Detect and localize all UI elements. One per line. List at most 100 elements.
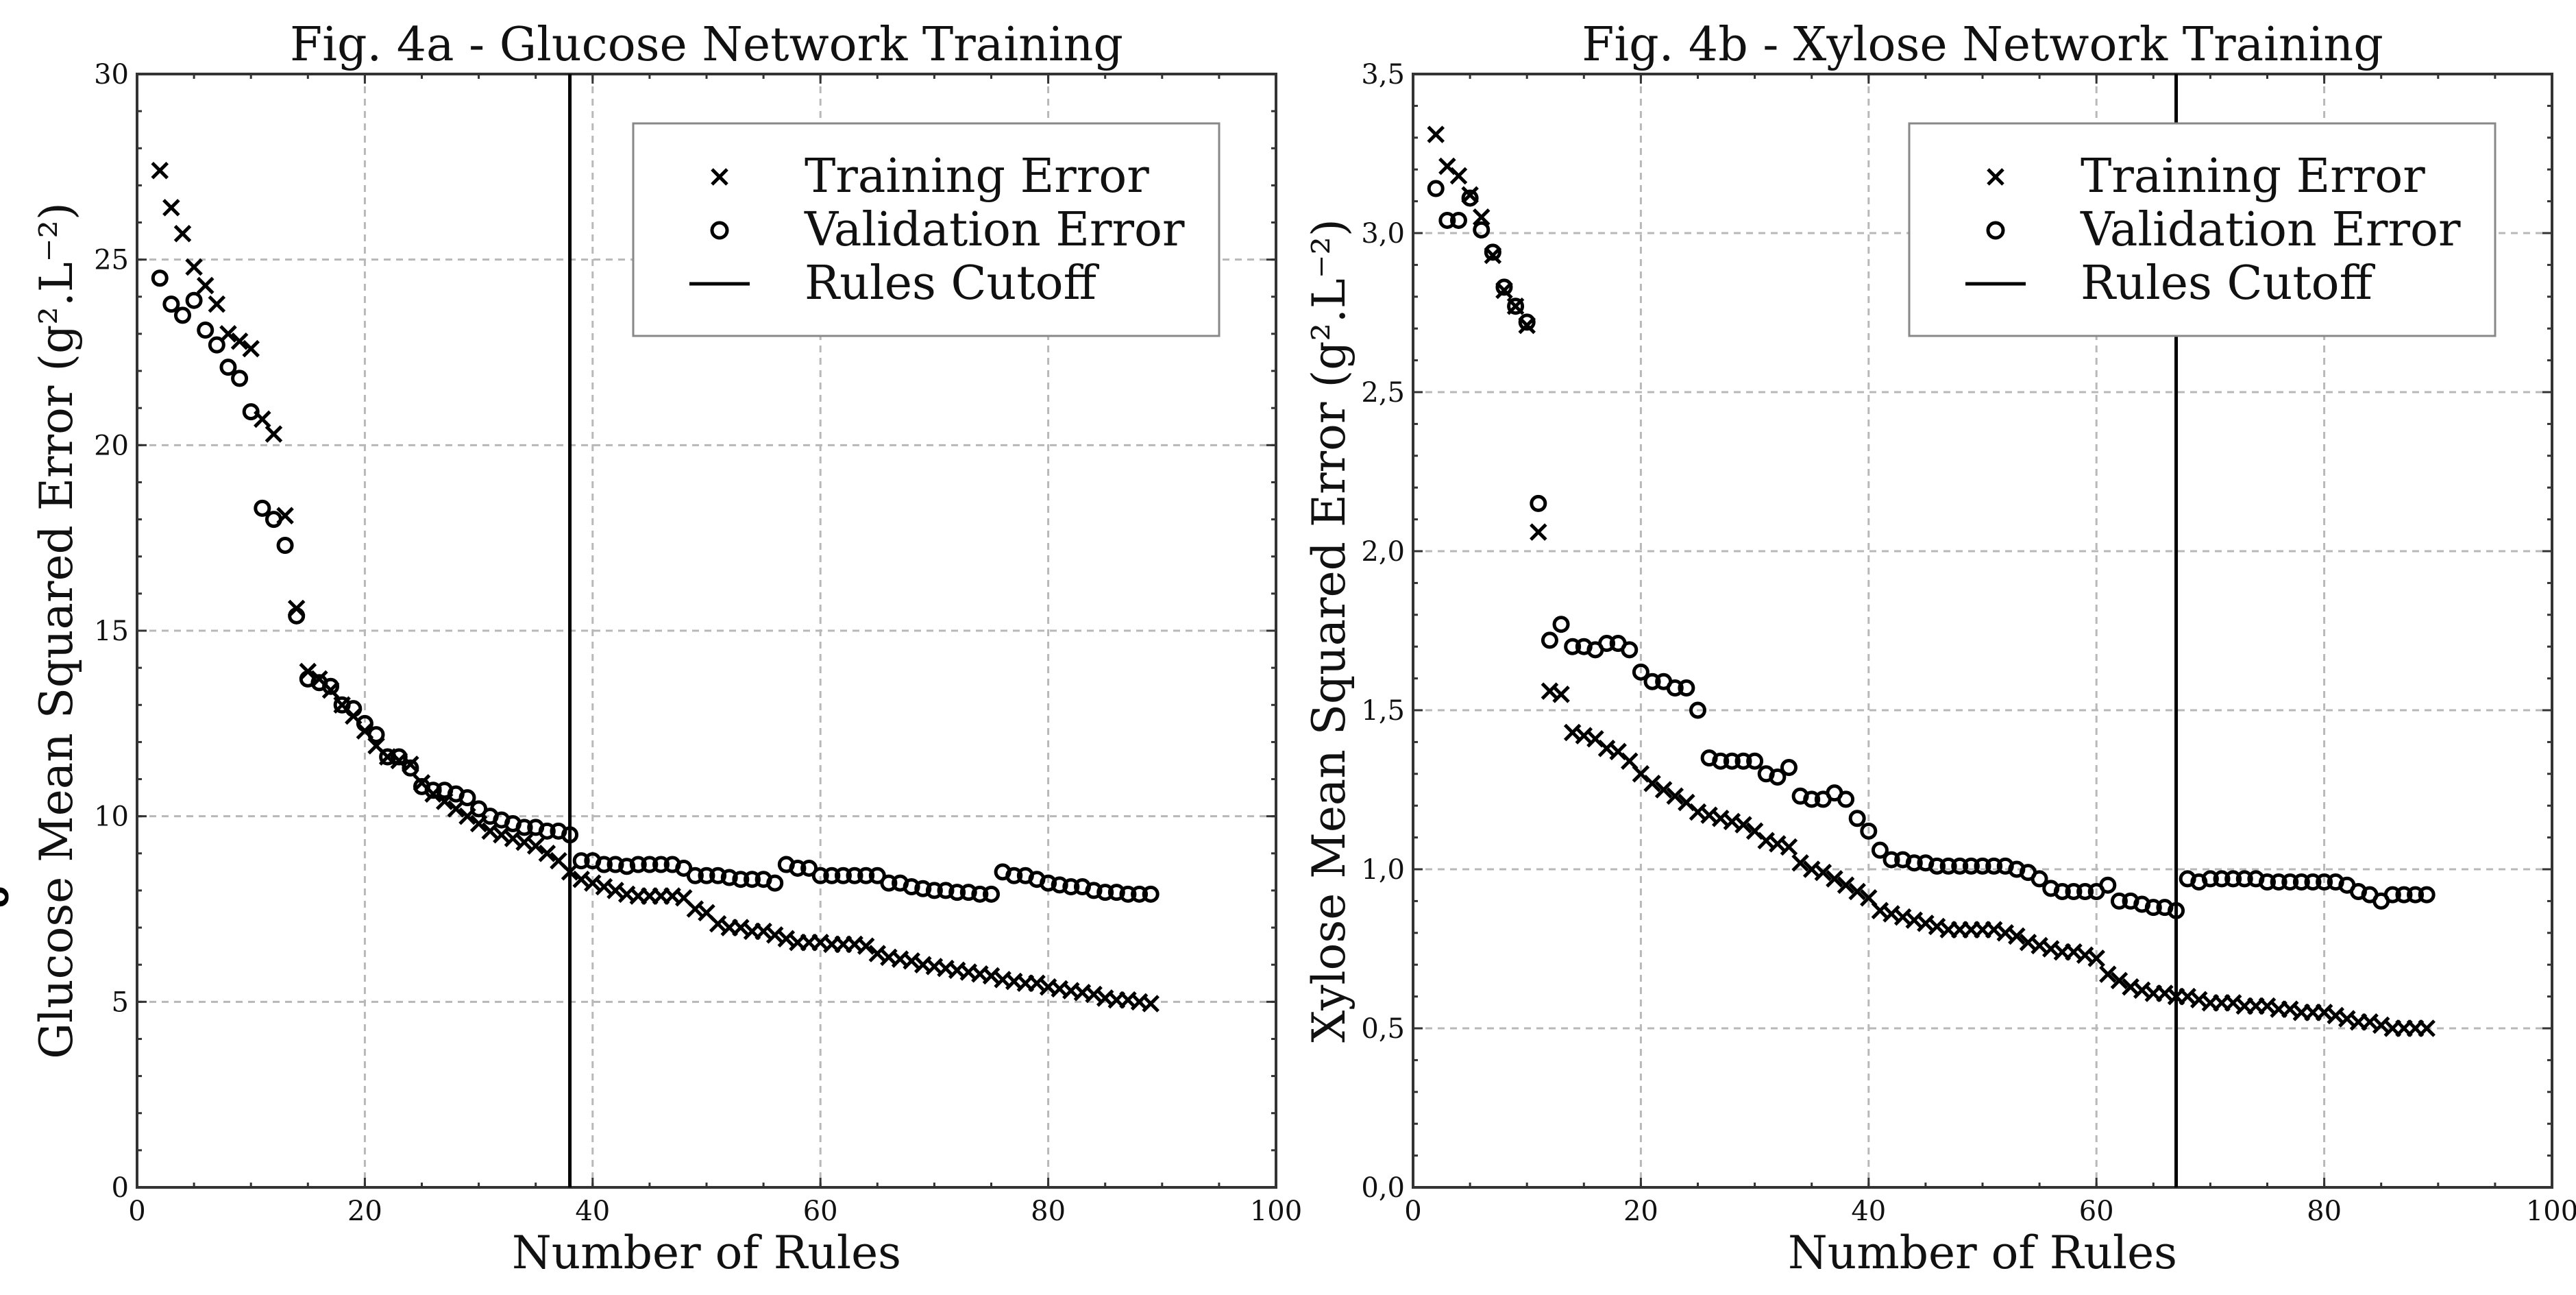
validation-error-point — [1974, 857, 1991, 875]
validation-error-point — [2304, 873, 2322, 891]
legend-marker-o — [710, 221, 729, 240]
training-error-point — [1780, 838, 1798, 856]
training-error-point — [1734, 816, 1752, 834]
validation-error-point — [1096, 884, 1114, 901]
training-error-point — [765, 926, 784, 944]
validation-error-point — [1518, 313, 1536, 331]
validation-error-point — [0, 889, 9, 907]
validation-error-point — [276, 536, 294, 554]
validation-error-point — [1484, 243, 1501, 261]
validation-error-point — [698, 867, 715, 884]
validation-error-point — [983, 885, 1000, 903]
validation-error-point — [356, 714, 373, 732]
validation-error-point — [2270, 873, 2287, 891]
validation-error-point — [1712, 752, 1730, 770]
training-error-point — [208, 295, 226, 313]
training-error-point — [1826, 870, 1843, 888]
legend-entry: Rules Cutoff — [805, 256, 1100, 311]
validation-error-point — [1530, 494, 1547, 512]
validation-error-point — [345, 700, 363, 718]
chart-title: Fig. 4a - Glucose Network Training — [290, 18, 1123, 72]
training-error-point — [1837, 876, 1855, 894]
x-tick-label: 0 — [128, 1196, 145, 1227]
training-error-point — [1791, 854, 1809, 872]
validation-error-point — [1507, 298, 1525, 315]
y-tick-label: 2,0 — [1361, 536, 1405, 568]
validation-error-point — [959, 884, 977, 901]
training-error-point — [538, 845, 556, 862]
legend-marker-x — [1987, 168, 2004, 186]
training-error-point — [242, 339, 260, 358]
training-error-point — [1643, 774, 1661, 792]
training-error-point — [2008, 927, 2026, 945]
training-error-point — [2087, 949, 2105, 967]
y-tick-label: 0,5 — [1361, 1013, 1405, 1045]
training-error-point — [755, 922, 772, 941]
validation-error-point — [2316, 873, 2333, 891]
y-tick-label: 25 — [94, 245, 129, 276]
training-error-point — [1814, 863, 1832, 882]
validation-error-point — [641, 856, 659, 873]
validation-error-point — [515, 819, 533, 836]
validation-error-point — [709, 867, 727, 884]
validation-error-point — [197, 322, 214, 339]
validation-error-point — [2031, 870, 2048, 888]
training-error-point — [196, 276, 214, 295]
validation-error-point — [686, 867, 704, 884]
validation-error-point — [903, 878, 920, 896]
training-error-point — [606, 882, 624, 899]
y-tick-label: 1,5 — [1361, 695, 1405, 727]
y-tick-label: 3,5 — [1361, 59, 1405, 90]
y-tick-label: 0,0 — [1361, 1172, 1405, 1204]
validation-error-point — [185, 291, 203, 309]
validation-error-point — [1780, 759, 1798, 777]
validation-error-point — [732, 871, 750, 888]
validation-error-point — [538, 822, 556, 840]
x-tick-label: 20 — [347, 1196, 382, 1227]
validation-error-point — [629, 856, 647, 873]
y-tick-label: 0 — [112, 1172, 129, 1204]
data-marks — [0, 161, 1160, 1013]
validation-error-point — [1871, 841, 1889, 859]
legend-entry: Validation Error — [804, 203, 1185, 257]
validation-error-point — [1461, 189, 1479, 207]
validation-error-point — [2259, 873, 2276, 891]
validation-error-point — [2224, 870, 2242, 888]
validation-error-point — [1939, 857, 1957, 875]
validation-error-point — [1803, 790, 1821, 808]
y-axis-label: Xylose Mean Squared Error (g².L⁻²) — [1303, 219, 1356, 1043]
training-error-point — [1654, 781, 1673, 799]
validation-error-point — [1131, 885, 1149, 903]
validation-error-point — [1746, 752, 1764, 770]
validation-error-point — [1643, 673, 1661, 690]
validation-error-point — [151, 269, 169, 287]
validation-error-point — [1473, 221, 1491, 239]
training-error-point — [2418, 1019, 2436, 1037]
training-error-point — [584, 874, 602, 892]
validation-error-point — [288, 607, 306, 625]
training-error-point — [1028, 974, 1046, 993]
validation-error-point — [1837, 790, 1855, 808]
training-error-point — [481, 822, 499, 840]
validation-error-point — [1678, 679, 1695, 697]
series-validation-error — [0, 180, 2436, 919]
validation-error-point — [743, 871, 761, 888]
validation-error-point — [470, 800, 488, 818]
x-tick-label: 80 — [2307, 1196, 2342, 1227]
validation-error-point — [857, 867, 875, 884]
validation-error-point — [1438, 211, 1456, 229]
x-tick-label: 100 — [2526, 1196, 2576, 1227]
validation-error-point — [1848, 810, 1866, 827]
training-error-point — [868, 945, 887, 963]
validation-error-point — [868, 867, 886, 884]
x-axis-label: Number of Rules — [512, 1226, 901, 1279]
y-tick-label: 20 — [94, 430, 129, 461]
legend-entry: Validation Error — [2080, 203, 2461, 257]
validation-error-point — [1951, 857, 1969, 875]
y-tick-label: 3,0 — [1361, 218, 1405, 250]
validation-error-point — [1632, 663, 1649, 681]
validation-error-point — [846, 867, 863, 884]
validation-error-point — [402, 759, 419, 777]
training-error-point — [777, 930, 796, 948]
validation-error-point — [322, 677, 340, 695]
